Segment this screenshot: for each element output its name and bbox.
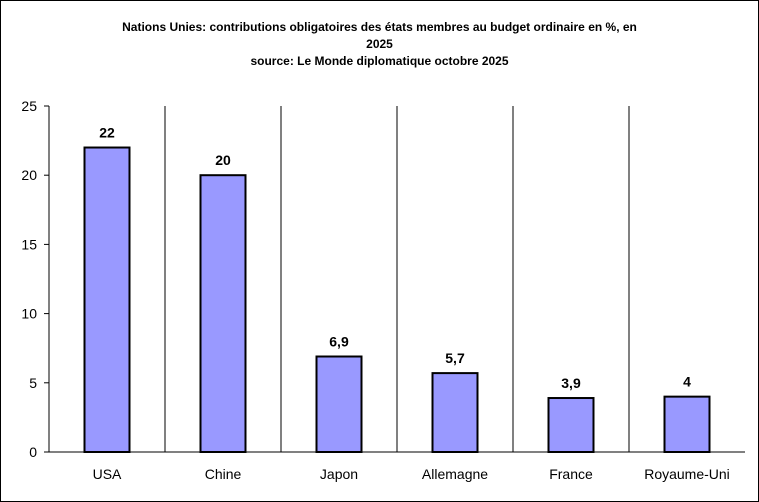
data-label: 6,9 bbox=[329, 334, 349, 350]
x-tick-label: Royaume-Uni bbox=[644, 466, 730, 482]
bar-chine bbox=[199, 174, 247, 453]
data-label: 22 bbox=[99, 125, 115, 141]
y-tick-label: 20 bbox=[21, 167, 37, 183]
data-label: 5,7 bbox=[445, 350, 465, 366]
data-label: 4 bbox=[683, 374, 691, 390]
chart-title-line-1: Nations Unies: contributions obligatoire… bbox=[122, 20, 637, 34]
x-tick-label: France bbox=[549, 466, 593, 482]
x-tick-label: Chine bbox=[205, 466, 242, 482]
y-tick-label: 15 bbox=[21, 236, 37, 252]
bar-usa bbox=[83, 146, 131, 454]
x-tick-label: USA bbox=[93, 466, 122, 482]
chart-title-line-2: 2025 bbox=[366, 37, 393, 51]
chart-subtitle-source: source: Le Monde diplomatique octobre 20… bbox=[250, 54, 509, 68]
bar-japon bbox=[315, 355, 363, 453]
y-tick-label: 10 bbox=[21, 306, 37, 322]
x-tick-label: Japon bbox=[320, 466, 358, 482]
y-tick-label: 0 bbox=[29, 444, 37, 460]
x-tick-label: Allemagne bbox=[422, 466, 488, 482]
bar-royaume-uni bbox=[663, 395, 711, 454]
y-tick-label: 5 bbox=[29, 375, 37, 391]
data-label: 3,9 bbox=[561, 375, 581, 391]
data-label: 20 bbox=[215, 152, 231, 168]
bar-allemagne bbox=[431, 372, 479, 453]
y-tick-label: 25 bbox=[21, 98, 37, 114]
bar-france bbox=[547, 397, 595, 453]
